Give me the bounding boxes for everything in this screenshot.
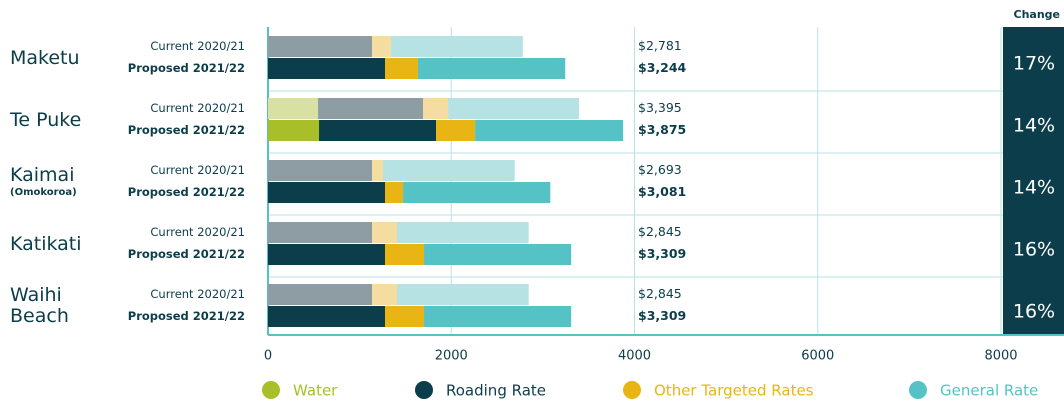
period-label: Proposed 2021/22 — [128, 185, 245, 199]
total-label: $2,693 — [638, 162, 682, 177]
bar-segment — [385, 306, 425, 327]
bar-segment — [424, 244, 572, 265]
category-label: Kaimai (Omokoroa) — [10, 156, 110, 208]
legend-swatch — [415, 381, 433, 399]
bar-segment — [268, 98, 319, 119]
total-label: $3,875 — [638, 122, 686, 137]
total-label: $2,781 — [638, 38, 682, 53]
category-label: Waihi Beach — [10, 280, 110, 332]
total-label: $3,309 — [638, 308, 686, 323]
bar-segment — [371, 222, 398, 243]
change-label: 14% — [1013, 115, 1055, 137]
category-label: Maketu — [10, 32, 110, 84]
legend-swatch — [623, 381, 641, 399]
bar-segment — [448, 98, 580, 119]
bar-segment — [371, 36, 392, 57]
legend-swatch — [909, 381, 927, 399]
period-label: Current 2020/21 — [150, 101, 245, 115]
period-label: Current 2020/21 — [150, 225, 245, 239]
bar-segment — [268, 222, 372, 243]
bar-segment — [268, 244, 386, 265]
bar-segment — [385, 182, 404, 203]
total-label: $3,244 — [638, 60, 687, 75]
total-label: $3,081 — [638, 184, 686, 199]
bar-segment — [318, 98, 424, 119]
bar-segment — [268, 58, 386, 79]
period-label: Current 2020/21 — [150, 287, 245, 301]
category-name: Te Puke — [10, 108, 82, 131]
category-name: Maketu — [10, 46, 80, 69]
bar-segment — [424, 306, 572, 327]
x-tick-label: 4000 — [618, 349, 651, 364]
legend-label: General Rate — [940, 382, 1038, 400]
period-label: Proposed 2021/22 — [128, 61, 245, 75]
x-tick-label: 0 — [264, 349, 272, 364]
category-label: Katikati — [10, 218, 110, 270]
total-label: $2,845 — [638, 286, 682, 301]
bar-segment — [268, 36, 372, 57]
total-label: $3,395 — [638, 100, 682, 115]
bar-segment — [385, 244, 425, 265]
bar-segment — [268, 120, 320, 141]
bar-segment — [371, 284, 398, 305]
bar-segment — [397, 284, 529, 305]
bar-segment — [385, 58, 418, 79]
bar-segment — [319, 120, 437, 141]
bar-segment — [268, 160, 372, 181]
change-label: 14% — [1013, 177, 1055, 199]
x-tick-label: 6000 — [801, 349, 834, 364]
total-label: $3,309 — [638, 246, 686, 261]
period-label: Proposed 2021/22 — [128, 247, 245, 261]
bar-segment — [391, 36, 523, 57]
period-label: Proposed 2021/22 — [128, 123, 245, 137]
x-tick-label: 8000 — [984, 349, 1017, 364]
bar-segment — [417, 58, 566, 79]
change-column — [1003, 27, 1064, 335]
bar-segment — [475, 120, 624, 141]
category-name: Katikati — [10, 232, 82, 255]
legend-label: Roading Rate — [446, 382, 546, 400]
period-label: Current 2020/21 — [150, 39, 245, 53]
legend-swatch — [262, 381, 280, 399]
change-label: 16% — [1013, 301, 1055, 323]
category-name: Waihi Beach — [10, 284, 69, 327]
bar-segment — [268, 284, 372, 305]
bar-segment — [268, 306, 386, 327]
bar-segment — [268, 182, 386, 203]
change-label: 16% — [1013, 239, 1055, 261]
bar-segment — [397, 222, 529, 243]
bar-segment — [382, 160, 515, 181]
bar-segment — [403, 182, 551, 203]
category-label: Te Puke — [10, 94, 110, 146]
legend-label: Water — [293, 382, 338, 400]
bar-segment — [436, 120, 476, 141]
category-note: (Omokoroa) — [10, 186, 77, 198]
bar-segment — [423, 98, 449, 119]
total-label: $2,845 — [638, 224, 682, 239]
change-label: 17% — [1013, 53, 1055, 75]
bar-segment — [371, 160, 383, 181]
x-tick-label: 2000 — [435, 349, 468, 364]
category-name: Kaimai — [10, 163, 75, 186]
period-label: Proposed 2021/22 — [128, 309, 245, 323]
legend-label: Other Targeted Rates — [654, 382, 814, 400]
change-title: Change — [1014, 8, 1061, 21]
period-label: Current 2020/21 — [150, 163, 245, 177]
